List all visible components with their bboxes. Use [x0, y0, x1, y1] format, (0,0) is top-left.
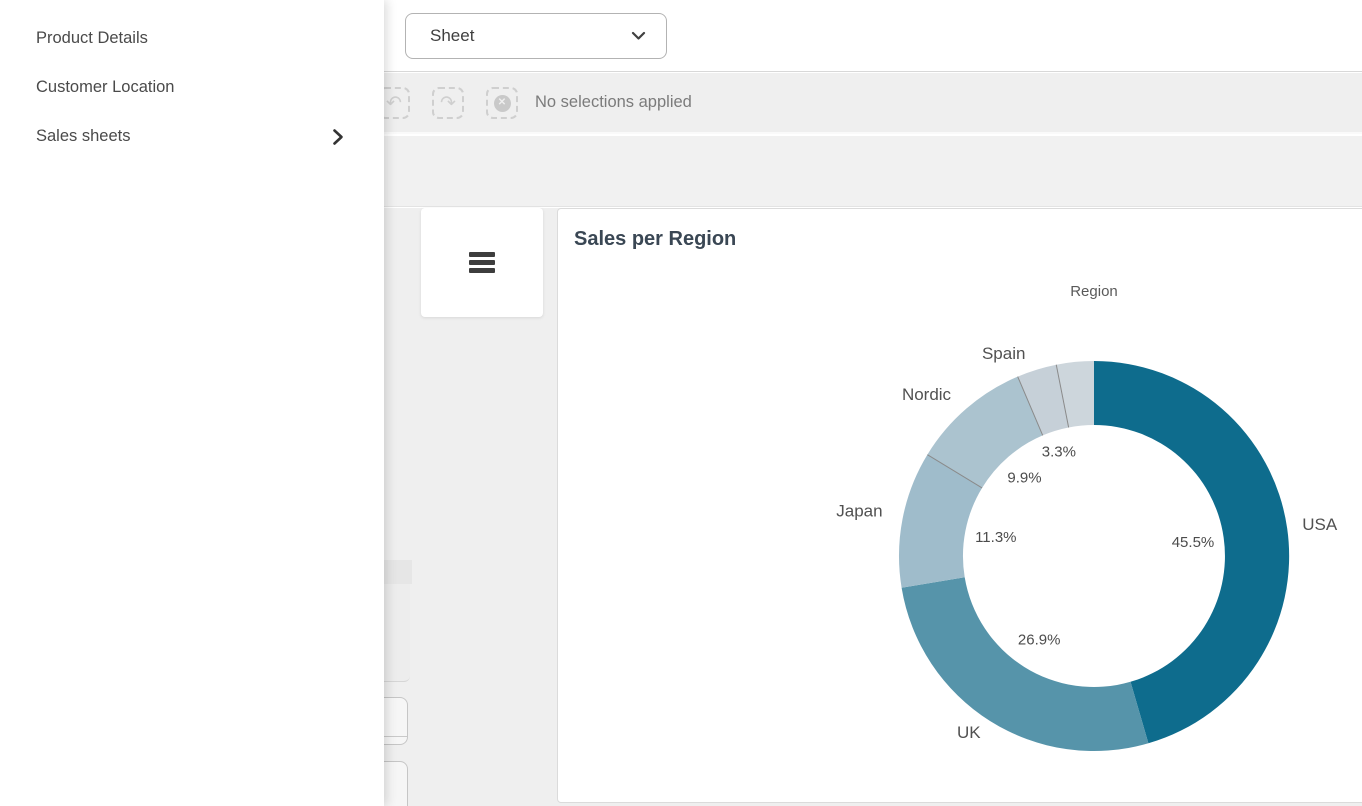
clear-selections-button[interactable]: ✕ [486, 87, 518, 119]
menu-item-product-details[interactable]: Product Details [0, 14, 384, 63]
sheet-selector-label: Sheet [430, 26, 475, 45]
slice-percent-spain: 3.3% [1042, 444, 1076, 461]
hamburger-icon [469, 252, 495, 273]
donut-slice-spain[interactable] [1017, 364, 1069, 436]
sales-per-region-card: Sales per Region Region USA 45.5% UK 26.9% J… [557, 208, 1362, 803]
donut-slice-japan[interactable] [898, 454, 983, 588]
slice-divider-line [1017, 376, 1044, 436]
donut-slice-uk[interactable] [901, 577, 1149, 752]
chart-legend-title: Region [1070, 283, 1118, 300]
menu-item-label: Sales sheets [36, 127, 131, 145]
sheet-selector-dropdown[interactable]: Sheet [405, 13, 667, 59]
selections-status-text: No selections applied [535, 93, 692, 111]
slice-divider-line [1055, 364, 1070, 428]
menu-item-label: Product Details [36, 29, 148, 47]
donut-slice-nordic[interactable] [927, 376, 1043, 488]
donut-chart[interactable]: USA 45.5% UK 26.9% Japan 11.3% Nordic 9.9% Spain… [558, 209, 1362, 803]
slice-percent-japan: 11.3% [975, 529, 1016, 546]
menu-item-sales-sheets[interactable]: Sales sheets [0, 112, 384, 161]
menu-item-customer-location[interactable]: Customer Location [0, 63, 384, 112]
slice-percent-uk: 26.9% [1018, 632, 1061, 649]
clear-selections-icon: ✕ [493, 94, 511, 112]
slice-label-usa: USA [1302, 515, 1338, 534]
slice-percent-nordic: 9.9% [1007, 469, 1041, 486]
slice-divider-line [927, 454, 983, 489]
redo-icon: ↷ [440, 92, 456, 114]
sheet-menu-panel: Product Details Customer Location Sales … [0, 0, 384, 806]
undo-icon: ↶ [386, 92, 402, 114]
slice-label-uk: UK [957, 723, 981, 742]
slice-label-spain: Spain [982, 344, 1025, 363]
chevron-right-icon [332, 128, 344, 145]
chevron-down-icon [631, 31, 646, 41]
slice-label-nordic: Nordic [902, 385, 952, 404]
donut-slice-usa[interactable] [1094, 360, 1290, 744]
slice-label-japan: Japan [836, 502, 882, 521]
slice-percent-usa: 45.5% [1172, 534, 1215, 551]
menu-item-label: Customer Location [36, 78, 175, 96]
chart-title: Sales per Region [574, 228, 737, 250]
redo-selection-button[interactable]: ↷ [432, 87, 464, 119]
chart-menu-card[interactable] [421, 208, 543, 317]
